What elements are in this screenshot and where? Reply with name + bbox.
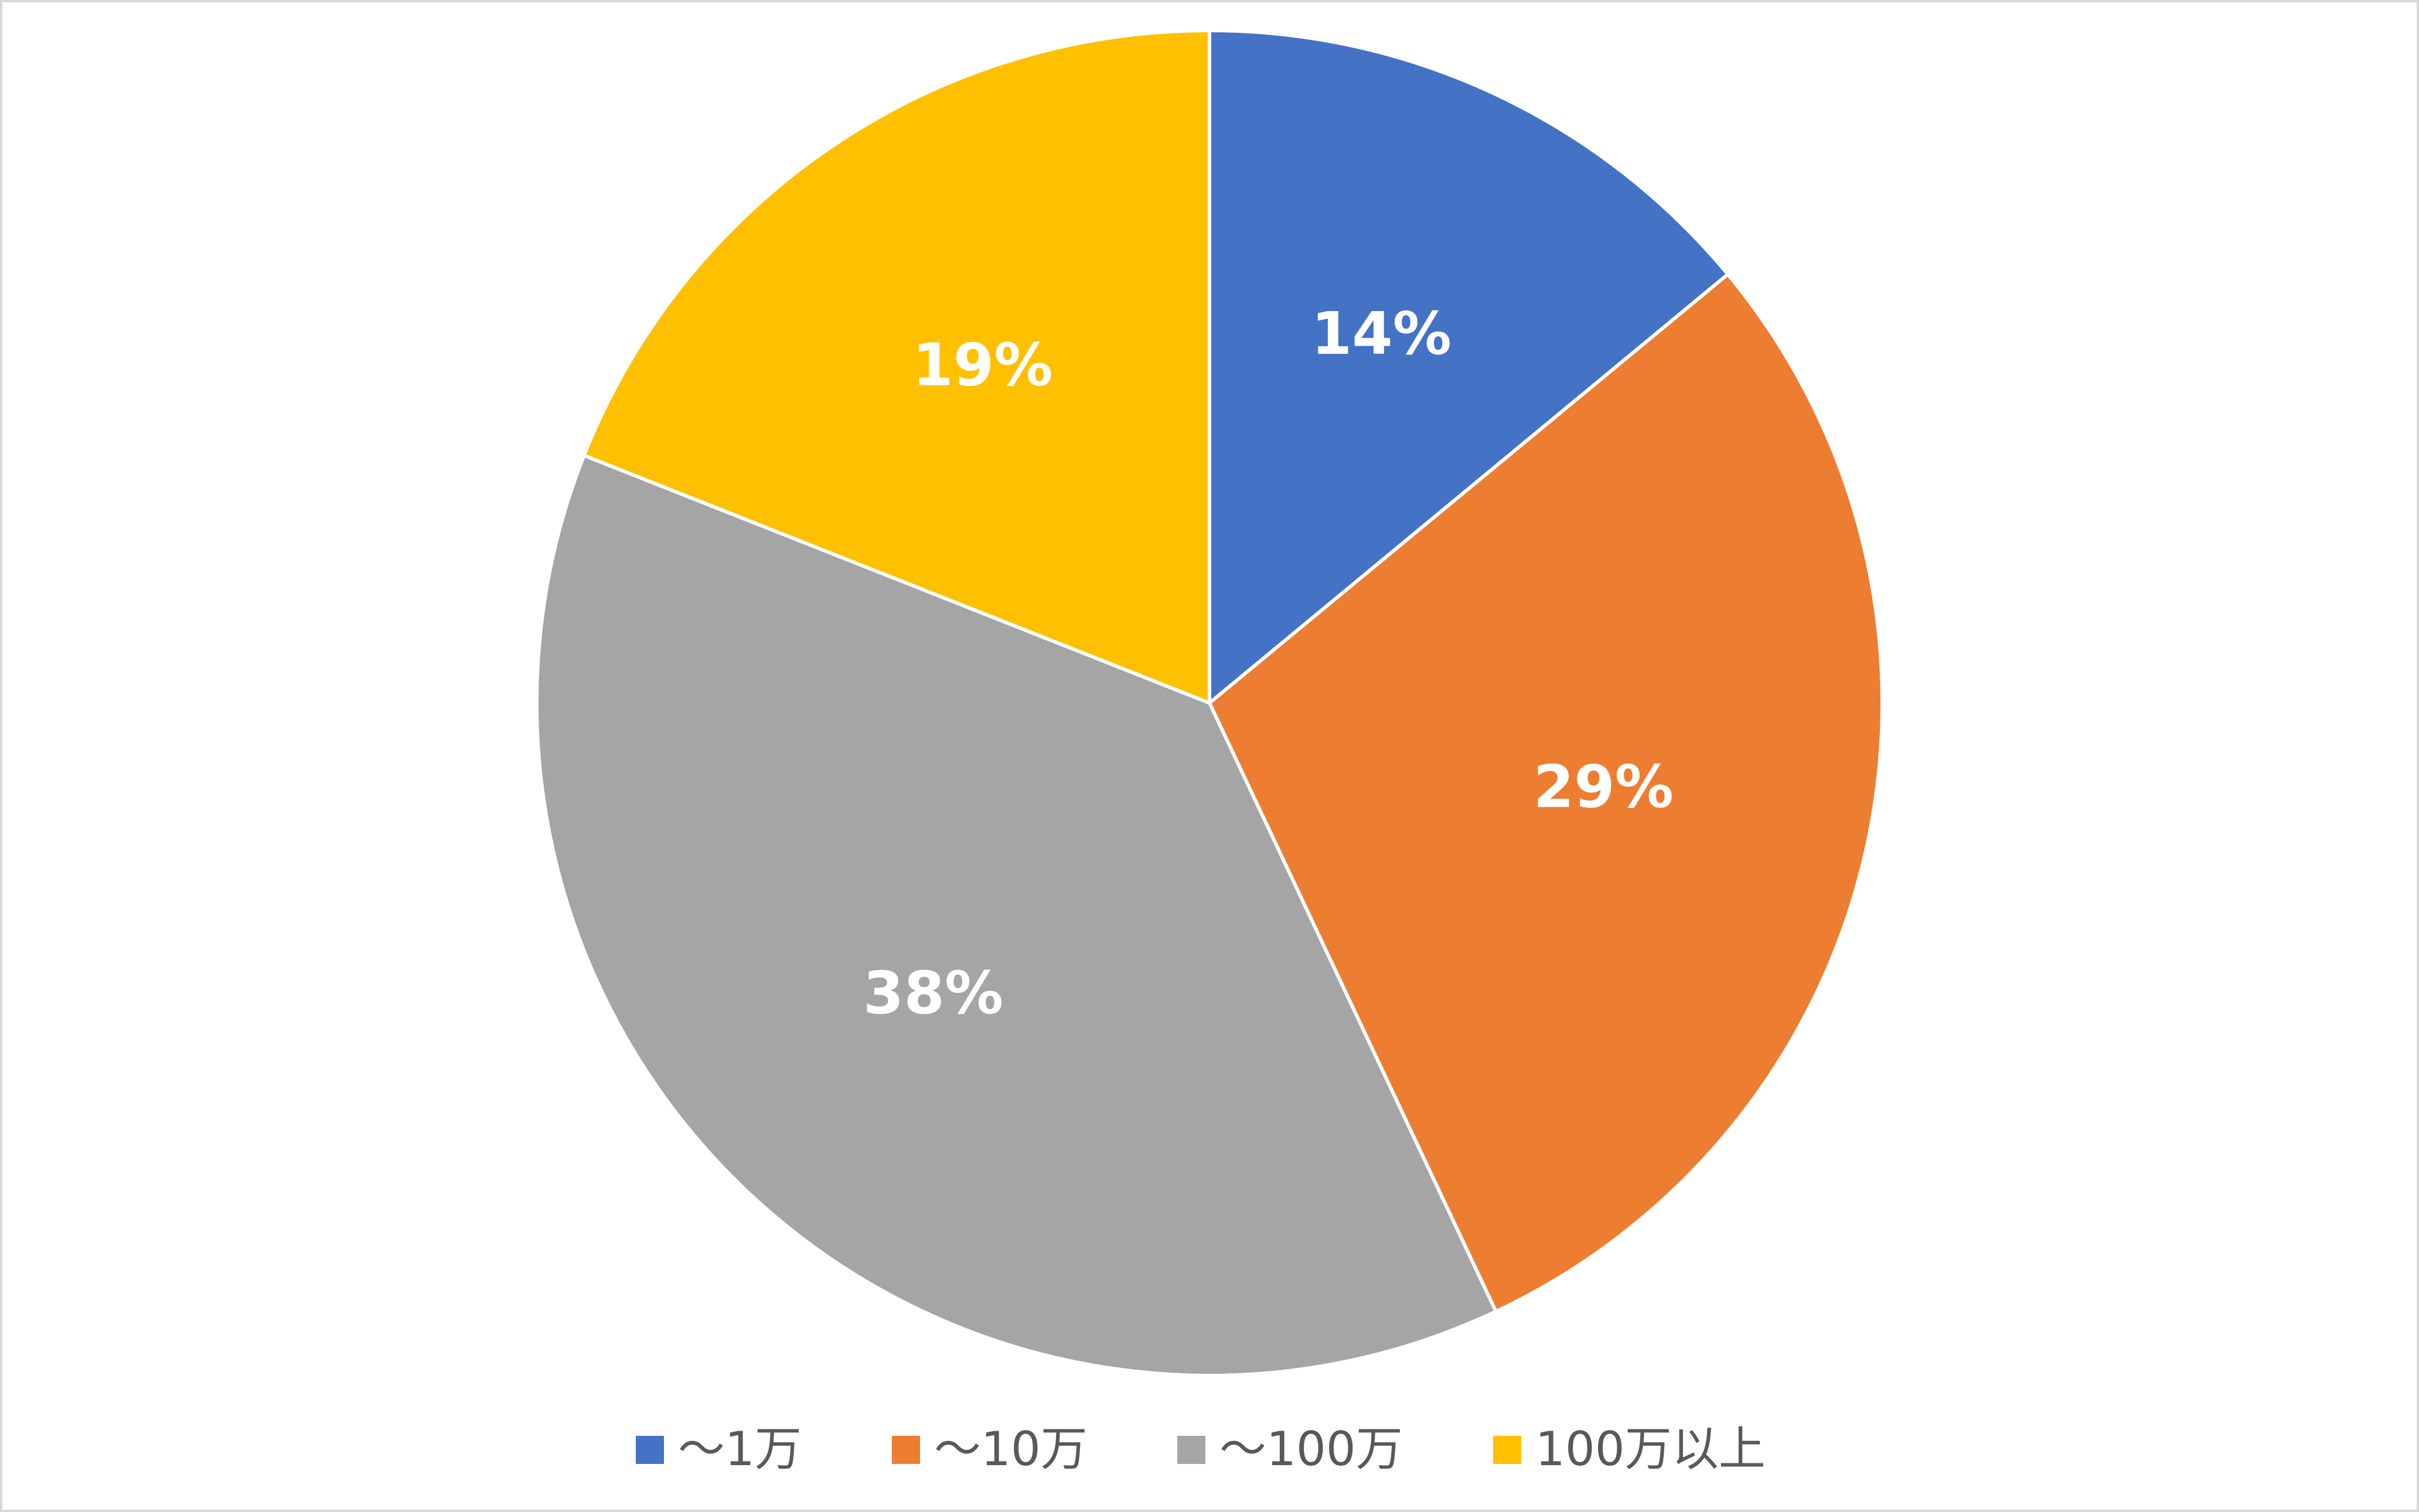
pie-slice bbox=[1207, 272, 1884, 1314]
legend-swatch bbox=[892, 1436, 920, 1464]
legend-swatch bbox=[1177, 1436, 1205, 1464]
legend-label: 100万以上 bbox=[1535, 1422, 1766, 1476]
legend-label: ～1万 bbox=[678, 1422, 802, 1476]
legend-label: ～100万 bbox=[1219, 1422, 1403, 1476]
data-label: 14% bbox=[1311, 299, 1452, 368]
legend-label: ～10万 bbox=[934, 1422, 1088, 1476]
data-label: 38% bbox=[863, 958, 1003, 1027]
pie-slice bbox=[535, 453, 1498, 1377]
pie-slice bbox=[1208, 28, 1730, 707]
pie-slice bbox=[581, 28, 1211, 706]
data-label: 19% bbox=[912, 331, 1052, 400]
data-label: 29% bbox=[1534, 753, 1674, 821]
legend-swatch bbox=[1493, 1436, 1521, 1464]
legend-swatch bbox=[636, 1436, 664, 1464]
